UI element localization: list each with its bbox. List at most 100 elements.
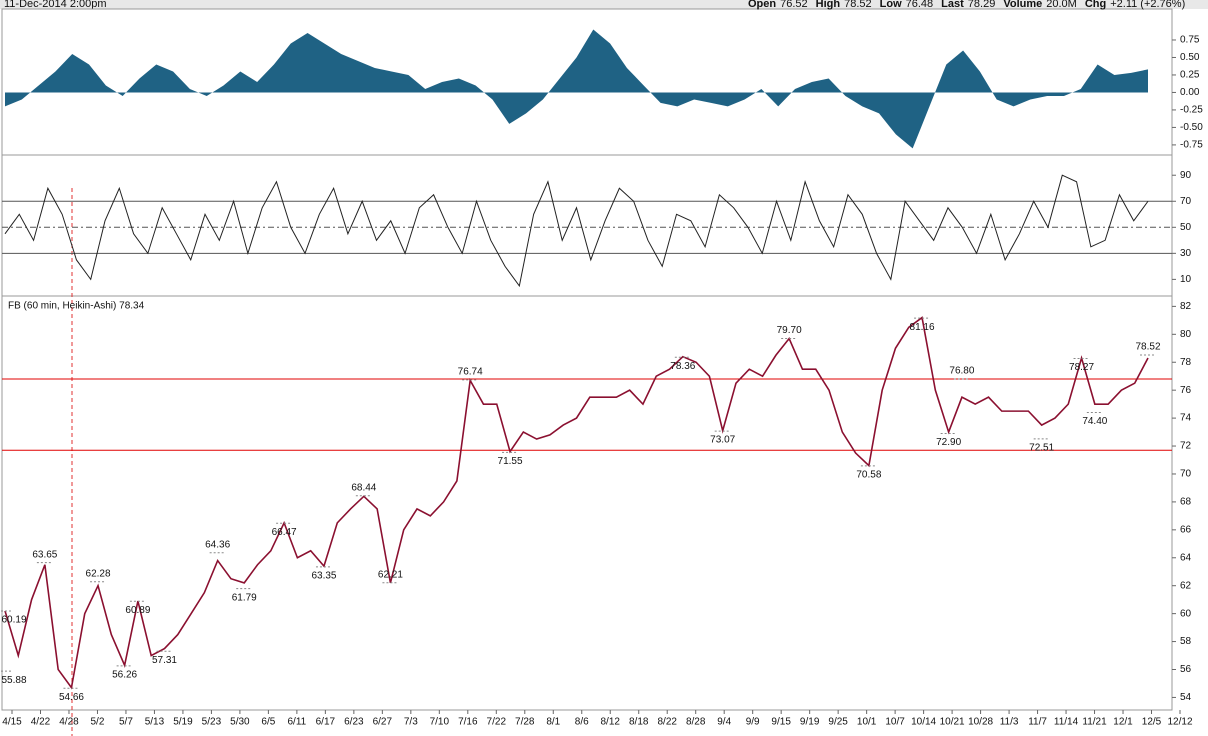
annotation-label: 68.44 xyxy=(351,482,376,493)
y-tick-label: 76 xyxy=(1180,385,1192,396)
annotation-label: 64.36 xyxy=(205,539,230,550)
x-tick-label: 5/30 xyxy=(230,717,250,728)
x-tick-label: 7/3 xyxy=(404,717,418,728)
quote-label: High xyxy=(816,0,841,10)
x-tick-label: 7/10 xyxy=(430,717,450,728)
y-tick-label: 30 xyxy=(1180,248,1192,259)
x-tick-label: 6/5 xyxy=(261,717,275,728)
rsi-line xyxy=(4,174,1149,288)
y-tick-label: 68 xyxy=(1180,497,1192,508)
y-tick-label: 64 xyxy=(1180,552,1192,563)
annotation-label: 60.19 xyxy=(1,615,26,626)
annotation-label: 76.74 xyxy=(458,366,483,377)
quote-label: Chg xyxy=(1085,0,1106,10)
quote-label: Low xyxy=(880,0,902,10)
x-tick-label: 11/7 xyxy=(1028,717,1047,728)
x-tick-label: 8/6 xyxy=(575,717,589,728)
y-tick-label: 72 xyxy=(1180,441,1192,452)
y-tick-label: 62 xyxy=(1180,580,1192,591)
y-tick-label: 90 xyxy=(1180,170,1192,181)
annotation-label: 56.26 xyxy=(112,670,137,681)
annotation-label: 74.40 xyxy=(1082,416,1107,427)
x-tick-label: 8/18 xyxy=(629,717,649,728)
x-tick-label: 11/21 xyxy=(1082,717,1107,728)
y-tick-label: 58 xyxy=(1180,636,1192,647)
panel-title: FB (60 min, Heikin-Ashi) 78.34 xyxy=(8,301,145,312)
quote-value: 78.52 xyxy=(844,0,872,10)
quote-label: Open xyxy=(748,0,776,10)
annotation-label: 73.07 xyxy=(710,435,735,446)
y-tick-label: 56 xyxy=(1180,664,1192,675)
annotation-label: 71.55 xyxy=(498,456,523,467)
annotation-label: 70.58 xyxy=(856,470,881,481)
y-tick-label: 78 xyxy=(1180,357,1192,368)
annotation-label: 62.21 xyxy=(378,569,403,580)
annotation-label: 79.70 xyxy=(777,325,802,336)
quote-value: 76.52 xyxy=(780,0,808,10)
x-tick-label: 5/7 xyxy=(119,717,133,728)
x-tick-label: 10/21 xyxy=(940,717,965,728)
header-bar xyxy=(0,0,1208,9)
y-tick-label: -0.50 xyxy=(1180,122,1203,133)
annotation-label: 61.79 xyxy=(232,592,257,603)
quote-label: Volume xyxy=(1003,0,1042,10)
annotation-label: 54.66 xyxy=(59,692,84,703)
y-tick-label: 0.75 xyxy=(1180,35,1200,46)
x-tick-label: 4/28 xyxy=(59,717,79,728)
x-tick-label: 12/1 xyxy=(1113,717,1133,728)
annotation-label: 78.36 xyxy=(670,361,695,372)
price-line xyxy=(4,316,1149,690)
panel-frames xyxy=(1,8,1173,711)
quote-value: 20.0M xyxy=(1046,0,1077,10)
x-tick-label: 9/25 xyxy=(828,717,848,728)
y-tick-label: 80 xyxy=(1180,329,1192,340)
x-tick-label: 10/1 xyxy=(857,717,877,728)
y-tick-label: 82 xyxy=(1180,301,1192,312)
x-tick-label: 6/11 xyxy=(288,717,307,728)
x-tick-label: 5/13 xyxy=(145,717,165,728)
x-tick-label: 7/22 xyxy=(487,717,507,728)
x-tick-label: 4/15 xyxy=(2,717,22,728)
oscillator-area xyxy=(5,29,1148,149)
annotation-label: 63.35 xyxy=(311,570,336,581)
y-tick-label: 0.50 xyxy=(1180,52,1200,63)
y-tick-label: 60 xyxy=(1180,608,1192,619)
y-tick-label: 10 xyxy=(1180,274,1192,285)
y-tick-label: 70 xyxy=(1180,469,1192,480)
y-tick-label: 50 xyxy=(1180,222,1192,233)
x-tick-label: 5/2 xyxy=(91,717,105,728)
y-tick-label: 54 xyxy=(1180,692,1192,703)
annotation-label: 81.16 xyxy=(910,322,935,333)
x-tick-label: 8/28 xyxy=(686,717,706,728)
annotation-label: 60.89 xyxy=(125,605,150,616)
x-tick-label: 8/22 xyxy=(657,717,677,728)
x-tick-label: 8/1 xyxy=(546,717,560,728)
x-tick-label: 6/23 xyxy=(344,717,364,728)
x-tick-label: 5/19 xyxy=(173,717,193,728)
annotation-label: 62.28 xyxy=(86,568,111,579)
quote-value: +2.11 (+2.76%) xyxy=(1110,0,1185,10)
y-tick-label: -0.25 xyxy=(1180,105,1203,116)
annotation-label: 72.90 xyxy=(936,437,961,448)
x-tick-label: 7/16 xyxy=(458,717,478,728)
annotation-label: 55.88 xyxy=(1,675,26,686)
x-tick-label: 9/9 xyxy=(746,717,760,728)
x-tick-label: 10/14 xyxy=(911,717,936,728)
x-tick-label: 11/3 xyxy=(1000,717,1019,728)
timestamp: 11-Dec-2014 2:00pm xyxy=(4,0,107,10)
quote-value: 76.48 xyxy=(906,0,934,10)
x-tick-label: 4/22 xyxy=(31,717,51,728)
x-tick-label: 12/5 xyxy=(1142,717,1162,728)
x-tick-label: 6/17 xyxy=(316,717,336,728)
y-tick-label: -0.75 xyxy=(1180,140,1203,151)
quote-value: 78.29 xyxy=(968,0,996,10)
annotation-label: 76.80 xyxy=(949,366,974,377)
x-tick-label: 6/27 xyxy=(373,717,393,728)
y-tick-label: 70 xyxy=(1180,196,1192,207)
x-tick-label: 9/15 xyxy=(771,717,791,728)
x-tick-label: 7/28 xyxy=(515,717,535,728)
x-tick-label: 8/12 xyxy=(601,717,621,728)
quote-label: Last xyxy=(941,0,964,10)
